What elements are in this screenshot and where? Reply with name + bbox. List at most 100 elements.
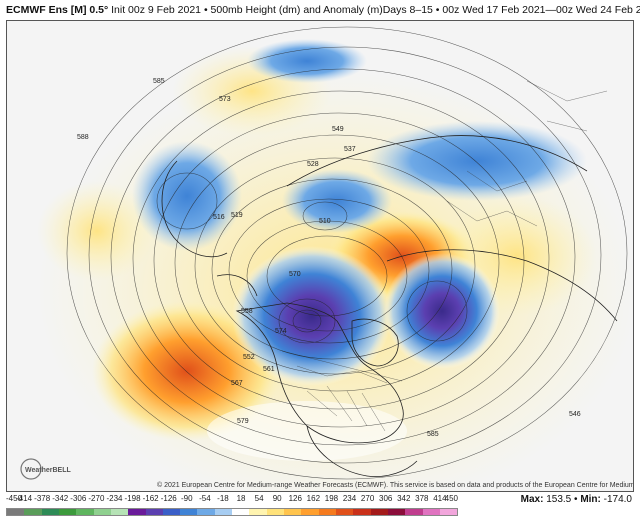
min-value: -174.0 <box>603 494 632 505</box>
colorbar-tick-label: -162 <box>142 494 159 503</box>
colorbar-tick-label: 306 <box>378 494 393 503</box>
contour-label: 516 <box>213 214 225 221</box>
colorbar-tick-label: -450 <box>6 494 23 503</box>
low-center-canada-inner <box>292 309 322 333</box>
contour-2 <box>246 220 408 332</box>
header-left: ECMWF Ens [M] 0.5° Init 00z 9 Feb 2021 •… <box>6 4 383 16</box>
colorbar-cell <box>145 509 163 515</box>
colorbar-cell <box>284 509 302 515</box>
max-value: 153.5 <box>546 494 572 505</box>
colorbar-tick-label: -126 <box>160 494 177 503</box>
negative-anomaly-arctic <box>282 169 392 233</box>
negative-anomaly-east <box>367 121 587 201</box>
negative-anomaly-canada <box>232 246 392 386</box>
low-center-arctic <box>302 201 348 231</box>
coastlines <box>161 135 618 478</box>
colorbar-cell <box>76 509 94 515</box>
contour-label: 570 <box>289 271 301 278</box>
contour-3 <box>228 198 430 344</box>
valid-period-label: Days 8–15 • 00z Wed 17 Feb 2021—00z Wed … <box>382 4 640 16</box>
contour-label: 552 <box>243 354 255 361</box>
anomaly-shading <box>37 39 633 491</box>
contour-label: 573 <box>219 96 231 103</box>
colorbar-cell <box>128 509 146 515</box>
colorbar-tick-labels: -450 -414 -378 -342 -306 -270 -234 -198 -162 -126… <box>6 494 458 506</box>
colorbar-cell <box>335 509 354 515</box>
colorbar-tick-label: 450 <box>444 494 458 503</box>
colorbar-tick-label: -270 <box>88 494 105 503</box>
colorbar-tick-label: -234 <box>106 494 123 503</box>
colorbar-cell <box>387 509 406 515</box>
colorbar-tick-label: 270 <box>360 494 375 503</box>
footer-bar: -450 -414 -378 -342 -306 -270 -234 -198 -162 -126… <box>0 492 640 526</box>
contour-label: 574 <box>275 328 287 335</box>
state-lines <box>306 385 386 432</box>
colorbar-cell <box>93 509 111 515</box>
contour-label: 549 <box>332 126 344 133</box>
init-field-label: Init 00z 9 Feb 2021 • 500mb Height (dm) … <box>111 4 383 16</box>
colorbar-cell <box>370 509 388 515</box>
contour-1 <box>266 235 388 317</box>
colorbar-tick-label: -378 <box>34 494 51 503</box>
province-lines <box>296 365 388 384</box>
contour-7 <box>153 112 525 410</box>
polar-map-svg: 585 573 549 537 528 516 519 510 570 574 … <box>7 21 633 491</box>
colorbar-tick-label: -414 <box>16 494 33 503</box>
colorbar-tick-label: 90 <box>272 494 282 503</box>
height-contours <box>66 26 628 480</box>
contour-label: 579 <box>237 418 249 425</box>
colorbar-tick-label: 342 <box>397 494 411 503</box>
contour-5 <box>194 157 476 375</box>
north-america-outline <box>235 302 404 444</box>
colorbar-cell <box>353 509 371 515</box>
contour-label: 558 <box>241 308 253 315</box>
colorbar-cell <box>232 509 250 515</box>
attribution-text: © 2021 European Centre for Medium-range … <box>157 481 633 489</box>
colorbar-tick-label: 378 <box>415 494 429 503</box>
colorbar-tick-label: -198 <box>124 494 141 503</box>
contour-9 <box>110 68 576 446</box>
contour-label: 585 <box>427 431 439 438</box>
contour-label: 546 <box>569 411 581 418</box>
colorbar-cell <box>214 509 233 515</box>
colorbar-tick-label: 234 <box>342 494 357 503</box>
colorbar-tick-label: -90 <box>181 494 193 503</box>
colorbar-cell <box>7 509 25 515</box>
colorbar-cell <box>439 509 458 515</box>
low-center-atlantic <box>406 280 468 342</box>
low-center-siberia <box>156 172 218 230</box>
contour-label: 528 <box>307 161 319 168</box>
colorbar-cell <box>301 509 319 515</box>
colorbar-cell <box>318 509 336 515</box>
colorbar-tick-label: 162 <box>306 494 321 503</box>
contour-label: 585 <box>153 78 165 85</box>
eurasia-south-outline <box>386 249 618 322</box>
contour-label: 519 <box>231 212 243 219</box>
logo-text: WeatherBELL <box>25 467 71 474</box>
greenland-outline <box>351 318 399 367</box>
contour-labels: 585 573 549 537 528 516 519 510 570 574 … <box>77 78 581 438</box>
us-gulf-outline <box>306 425 418 478</box>
siberia-outline <box>161 160 228 258</box>
min-label: Min: <box>580 494 601 505</box>
colorbar-tick-label: 18 <box>236 494 246 503</box>
colorbar-tick-label: -306 <box>70 494 87 503</box>
colorbar-cell <box>249 509 267 515</box>
negative-anomaly-atlantic <box>384 253 500 369</box>
colorbar-tick-label: 54 <box>254 494 264 503</box>
neutral-area-us <box>207 401 407 461</box>
contour-label: 561 <box>263 366 275 373</box>
ne-country-lines <box>526 80 608 132</box>
product-title: ECMWF Ens [M] 0.5° <box>6 4 109 16</box>
contour-11 <box>66 26 628 480</box>
contour-6 <box>174 134 500 392</box>
colorbar <box>6 508 458 516</box>
contour-label: 510 <box>319 218 331 225</box>
colorbar-tick-label: -54 <box>199 494 211 503</box>
colorbar-cell <box>405 509 423 515</box>
colorbar-cell <box>180 509 198 515</box>
colorbar-tick-label: 414 <box>433 494 447 503</box>
contour-4 <box>211 178 453 360</box>
eurasia-north-outline <box>286 135 588 187</box>
contour-label: 567 <box>231 380 243 387</box>
